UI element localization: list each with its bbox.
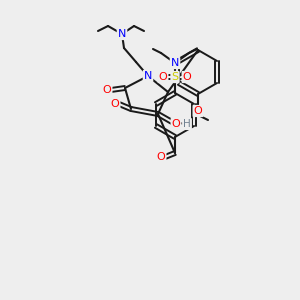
- Text: H: H: [183, 119, 191, 129]
- Text: O: O: [159, 72, 167, 82]
- Text: O: O: [172, 119, 180, 129]
- Text: N: N: [118, 29, 126, 39]
- Text: N: N: [171, 58, 179, 68]
- Text: O: O: [111, 99, 119, 109]
- Text: O: O: [157, 152, 165, 162]
- Text: O: O: [103, 85, 111, 95]
- Text: O: O: [194, 106, 202, 116]
- Text: S: S: [171, 72, 178, 82]
- Text: N: N: [144, 71, 152, 81]
- Text: O: O: [183, 72, 191, 82]
